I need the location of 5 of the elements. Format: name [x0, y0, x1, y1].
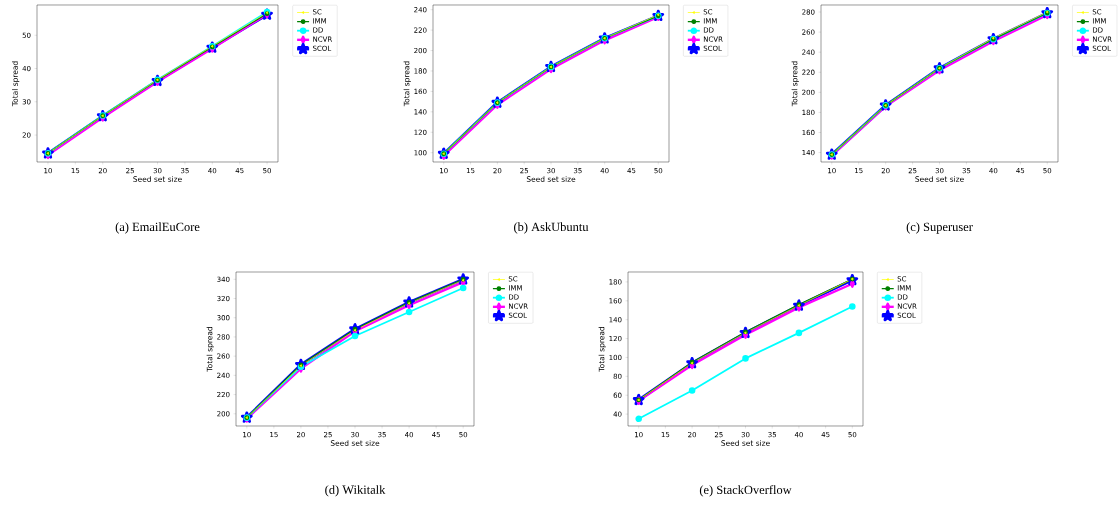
text: (c) Superuser [906, 222, 973, 234]
text: (a) EmailEuCore [115, 222, 200, 234]
text: (e) StackOverflow [699, 485, 792, 497]
text: (b) AskUbuntu [514, 222, 589, 234]
text: (d) Wikitalk [325, 485, 386, 497]
